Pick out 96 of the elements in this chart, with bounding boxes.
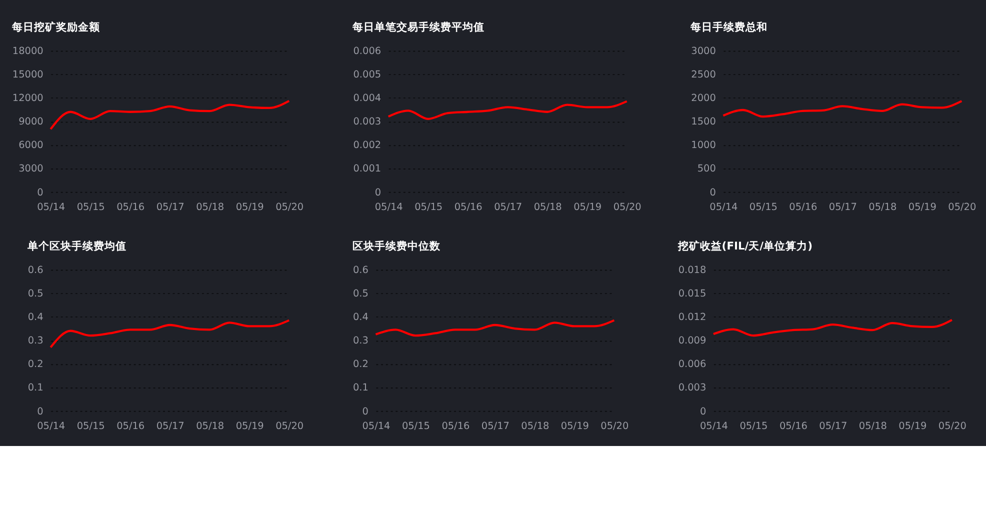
y-tick-label: 0.3 xyxy=(352,336,368,347)
x-tick-label: 05/17 xyxy=(481,420,510,432)
y-tick-label: 1500 xyxy=(691,116,716,128)
y-tick-label: 0.015 xyxy=(678,288,706,300)
x-tick-label: 05/18 xyxy=(196,202,224,213)
x-tick-label: 05/16 xyxy=(442,420,470,432)
line-series xyxy=(712,318,954,337)
x-tick-label: 05/18 xyxy=(196,420,224,432)
x-tick-label: 05/14 xyxy=(700,420,728,432)
x-tick-label: 05/20 xyxy=(276,202,304,213)
y-tick-label: 3000 xyxy=(691,46,716,58)
y-tick-label: 0.1 xyxy=(352,382,368,394)
x-tick-label: 05/15 xyxy=(414,202,443,213)
y-tick-label: 500 xyxy=(697,164,716,175)
y-tick-label: 0.002 xyxy=(353,140,382,152)
y-tick-label: 18000 xyxy=(12,46,44,58)
chart-title: 每日单笔交易手续费平均值 xyxy=(352,20,485,34)
x-tick-label: 05/20 xyxy=(613,202,642,213)
line-series xyxy=(50,100,290,130)
y-tick-label: 0.4 xyxy=(28,312,44,324)
y-tick-label: 0.3 xyxy=(28,336,44,347)
y-tick-label: 0.5 xyxy=(352,288,368,300)
x-tick-label: 05/19 xyxy=(236,202,264,213)
x-tick-label: 05/17 xyxy=(156,202,184,213)
x-tick-label: 05/16 xyxy=(116,202,145,213)
chart-title: 每日挖矿奖励金额 xyxy=(10,20,101,34)
y-tick-label: 0.009 xyxy=(678,336,706,347)
y-tick-label: 12000 xyxy=(12,93,44,104)
x-tick-label: 05/14 xyxy=(710,202,738,213)
x-tick-label: 05/14 xyxy=(37,202,66,213)
y-tick-label: 0.018 xyxy=(678,265,706,276)
x-tick-label: 05/19 xyxy=(560,420,589,432)
line-series xyxy=(374,319,616,337)
x-tick-label: 05/16 xyxy=(116,420,145,432)
x-tick-label: 05/20 xyxy=(276,420,304,432)
x-tick-label: 05/18 xyxy=(858,420,887,432)
chart-title: 每日手续费总和 xyxy=(690,20,768,34)
x-tick-label: 05/19 xyxy=(908,202,936,213)
x-tick-label: 05/20 xyxy=(938,420,966,432)
y-tick-label: 2500 xyxy=(691,70,716,81)
y-tick-label: 0.001 xyxy=(353,164,382,175)
x-tick-label: 05/14 xyxy=(362,420,390,432)
y-tick-label: 0.5 xyxy=(28,288,44,300)
y-tick-label: 0.1 xyxy=(28,382,44,394)
y-tick-label: 0.6 xyxy=(352,265,368,276)
x-tick-label: 05/16 xyxy=(779,420,808,432)
y-tick-label: 6000 xyxy=(18,140,44,152)
chart-title: 挖矿收益(FIL/天/单位算力) xyxy=(676,239,812,252)
x-tick-label: 05/16 xyxy=(454,202,482,213)
x-tick-label: 05/19 xyxy=(574,202,602,213)
y-tick-label: 0 xyxy=(362,406,368,418)
y-tick-label: 0.004 xyxy=(353,93,382,104)
x-tick-label: 05/17 xyxy=(828,202,857,213)
x-tick-label: 05/14 xyxy=(374,202,403,213)
line-series xyxy=(722,100,963,118)
y-tick-label: 0.006 xyxy=(353,46,382,58)
y-tick-label: 0 xyxy=(37,406,44,418)
x-tick-label: 05/16 xyxy=(789,202,818,213)
x-tick-label: 05/18 xyxy=(521,420,550,432)
y-tick-label: 0.012 xyxy=(678,312,706,324)
x-tick-label: 05/17 xyxy=(156,420,184,432)
x-tick-label: 05/17 xyxy=(494,202,522,213)
x-tick-label: 05/19 xyxy=(236,420,264,432)
x-tick-label: 05/17 xyxy=(819,420,848,432)
y-tick-label: 0.2 xyxy=(352,359,368,370)
y-tick-label: 15000 xyxy=(12,70,44,81)
y-tick-label: 9000 xyxy=(18,116,44,128)
y-tick-label: 3000 xyxy=(18,164,44,175)
x-tick-label: 05/15 xyxy=(76,202,105,213)
y-tick-label: 0 xyxy=(710,187,716,198)
x-tick-label: 05/18 xyxy=(868,202,897,213)
y-tick-label: 0 xyxy=(700,406,706,418)
x-tick-label: 05/14 xyxy=(37,420,66,432)
y-tick-label: 0.003 xyxy=(678,382,706,394)
x-tick-label: 05/18 xyxy=(534,202,562,213)
y-tick-label: 0 xyxy=(37,187,44,198)
y-tick-label: 2000 xyxy=(691,93,716,104)
x-tick-label: 05/15 xyxy=(749,202,778,213)
chart-title: 单个区块手续费均值 xyxy=(26,239,126,252)
line-series xyxy=(387,100,628,120)
y-tick-label: 0.6 xyxy=(28,265,44,276)
y-tick-label: 0.003 xyxy=(353,116,382,128)
y-tick-label: 1000 xyxy=(691,140,716,152)
x-tick-label: 05/20 xyxy=(948,202,976,213)
y-tick-label: 0.2 xyxy=(28,359,44,370)
chart-title: 区块手续费中位数 xyxy=(352,239,442,252)
y-tick-label: 0.006 xyxy=(678,359,706,370)
y-tick-label: 0.4 xyxy=(352,312,368,324)
x-tick-label: 05/19 xyxy=(898,420,927,432)
x-tick-label: 05/15 xyxy=(402,420,430,432)
y-tick-label: 0.005 xyxy=(353,70,382,81)
x-tick-label: 05/15 xyxy=(740,420,768,432)
x-tick-label: 05/15 xyxy=(76,420,105,432)
x-tick-label: 05/20 xyxy=(600,420,629,432)
line-series xyxy=(50,319,290,348)
y-tick-label: 0 xyxy=(374,187,382,198)
